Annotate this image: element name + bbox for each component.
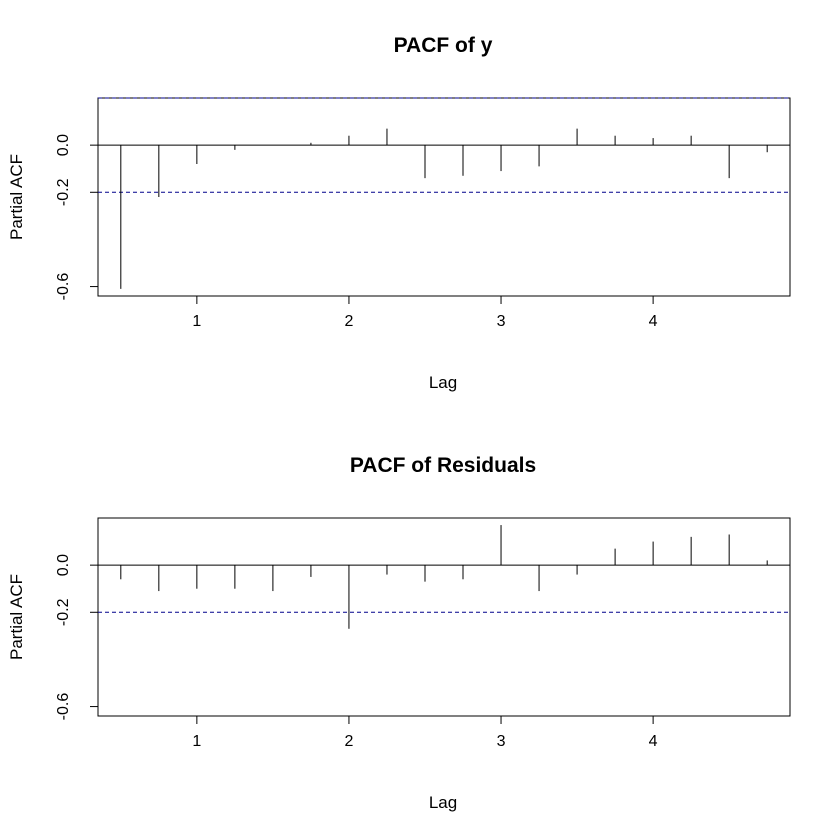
y-tick-label: 0.0	[55, 134, 72, 156]
x-axis-label: Lag	[429, 793, 457, 812]
y-tick-label: -0.6	[55, 693, 72, 721]
plot-box	[97, 517, 791, 717]
pacf-of-y-panel: PACF of y Lag Partial ACF 1 2 3 4 -0.6 -0.2 0.…	[7, 34, 791, 392]
plot-box	[97, 97, 791, 297]
y-axis-label: Partial ACF	[7, 574, 26, 660]
marks-layer: 1 2 3 4 -0.6 -0.2 0.0	[55, 525, 790, 750]
x-tick-label: 4	[649, 733, 658, 750]
x-tick-label: 4	[649, 313, 658, 330]
chart-title: PACF of Residuals	[350, 454, 536, 477]
y-tick-label: -0.6	[55, 273, 72, 301]
y-axis-label: Partial ACF	[7, 154, 26, 240]
y-tick-label: -0.2	[55, 598, 72, 626]
chart-title: PACF of y	[394, 34, 493, 57]
x-tick-label: 3	[497, 733, 506, 750]
x-tick-label: 3	[497, 313, 506, 330]
x-tick-label: 1	[192, 313, 201, 330]
y-tick-label: -0.2	[55, 178, 72, 206]
x-tick-label: 2	[344, 733, 353, 750]
pacf-of-residuals-panel: PACF of Residuals Lag Partial ACF 1 2 3 4 -0…	[7, 454, 791, 812]
x-tick-label: 2	[344, 313, 353, 330]
y-tick-label: 0.0	[55, 554, 72, 576]
marks-layer: 1 2 3 4 -0.6 -0.2 0.0	[55, 97, 790, 330]
x-tick-label: 1	[192, 733, 201, 750]
x-axis-label: Lag	[429, 373, 457, 392]
